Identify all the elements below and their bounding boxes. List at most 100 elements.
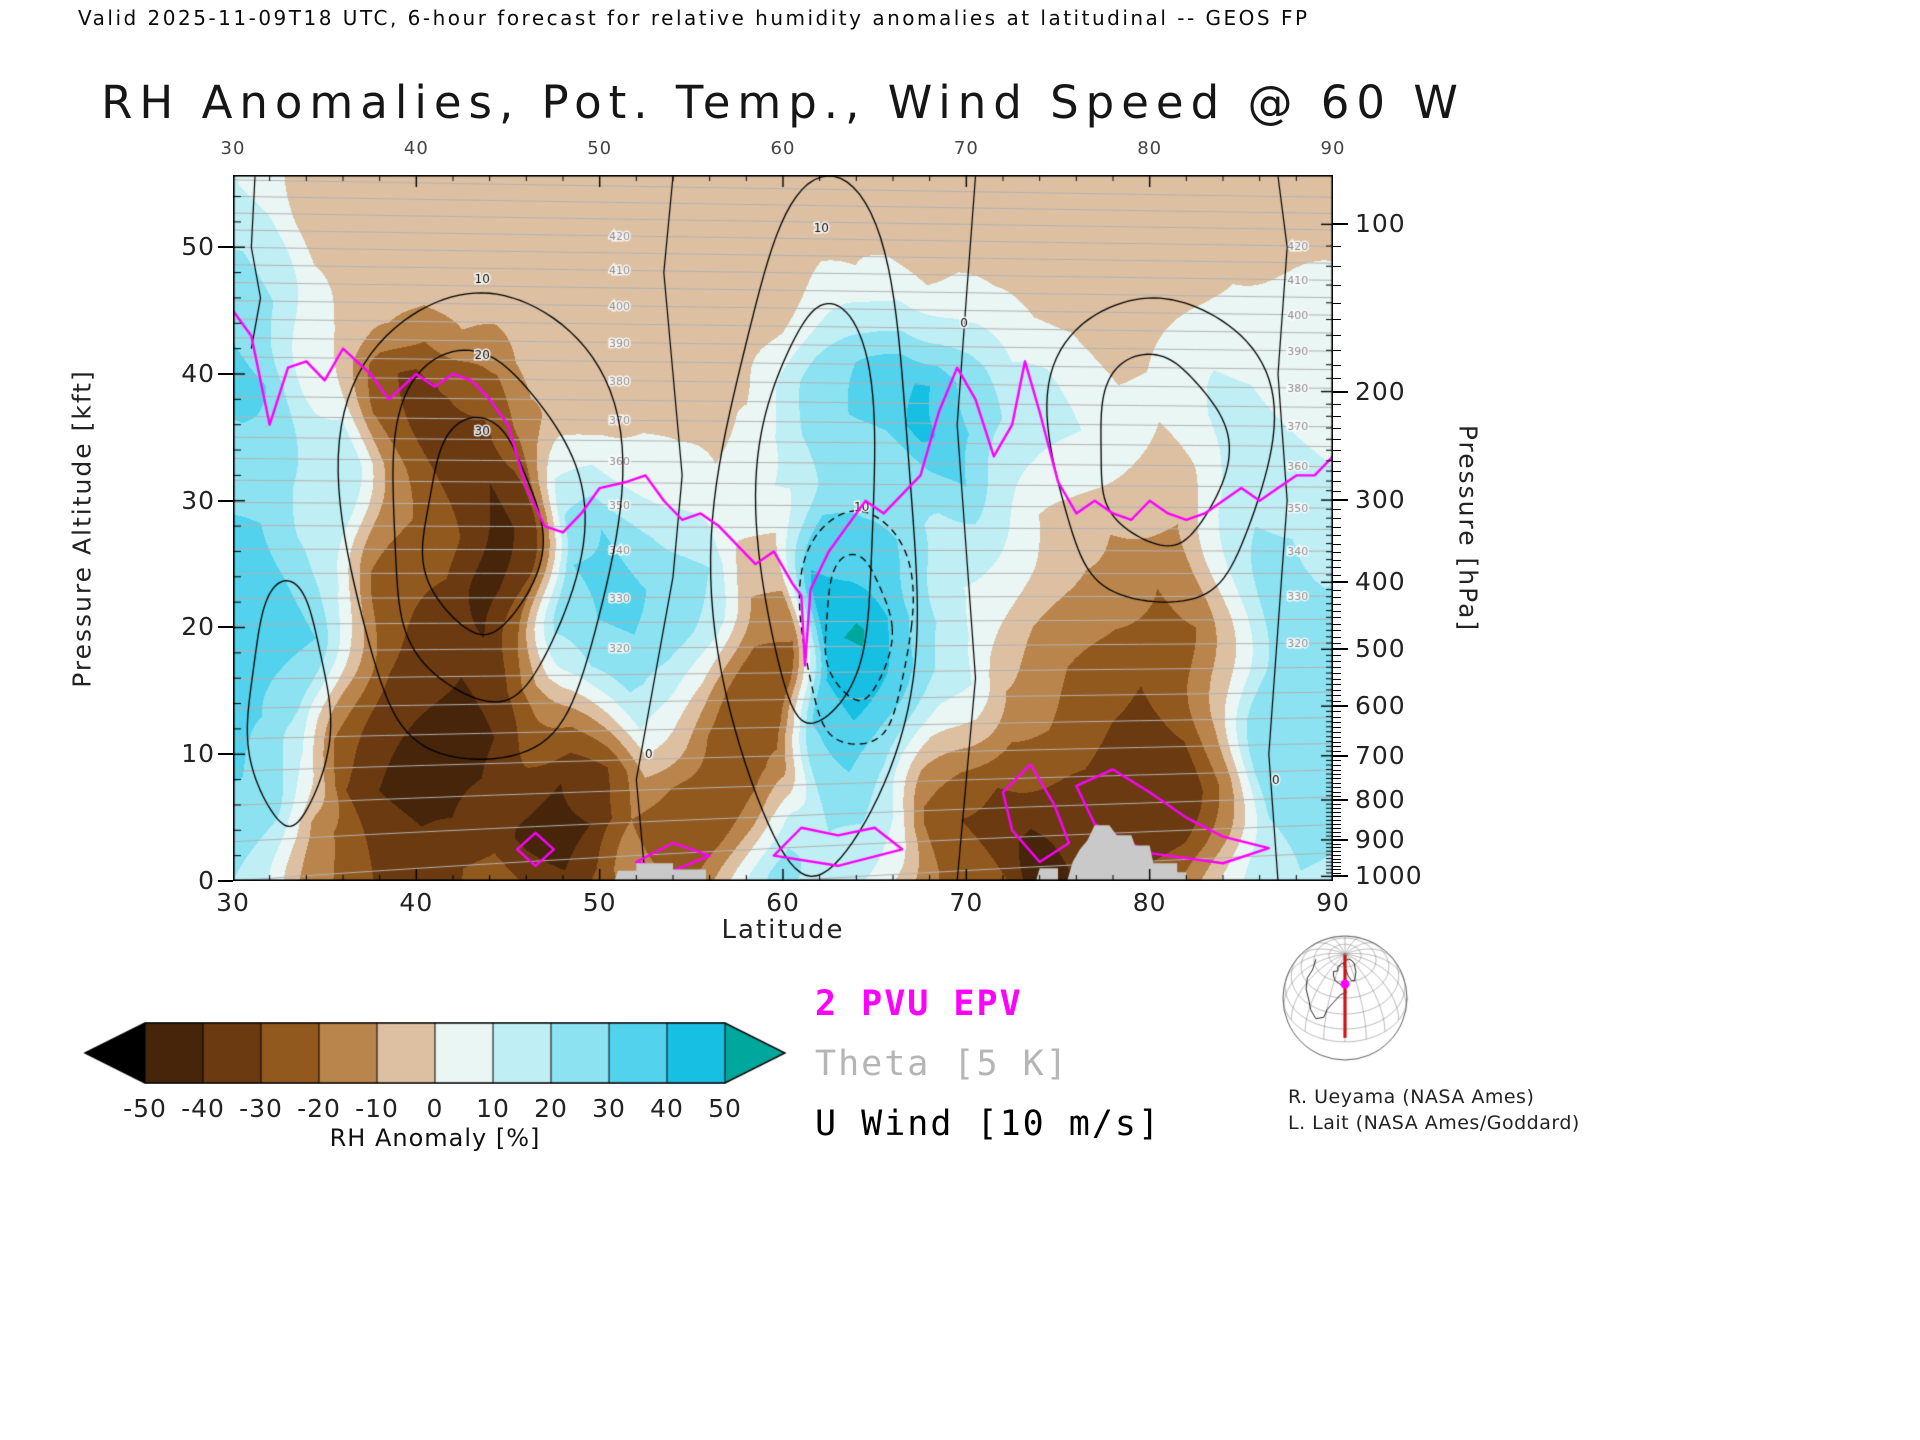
axis-tick xyxy=(1333,623,1341,625)
axis-tick xyxy=(1333,285,1341,287)
x-tick-label-bottom: 30 xyxy=(216,888,250,917)
axis-tick xyxy=(1333,643,1341,645)
colorbar-tick-label: 20 xyxy=(534,1094,568,1123)
colorbar-tick-label: -50 xyxy=(123,1094,167,1123)
axis-tick xyxy=(1333,689,1341,691)
axis-tick xyxy=(1333,460,1341,462)
axis-tick xyxy=(1333,223,1348,226)
axis-tick xyxy=(1333,509,1341,511)
axis-tick xyxy=(1333,695,1341,697)
axis-tick xyxy=(1333,711,1341,713)
axis-tick xyxy=(1333,678,1341,680)
axis-tick xyxy=(1333,869,1341,871)
y-left-tick-label: 20 xyxy=(181,612,215,642)
colorbar-title: RH Anomaly [%] xyxy=(329,1124,541,1152)
credit-line-1: R. Ueyama (NASA Ames) xyxy=(1288,1086,1535,1108)
x-tick-label-top: 30 xyxy=(220,138,246,159)
axis-tick xyxy=(1333,526,1341,528)
pressure-tick-label: 300 xyxy=(1355,485,1406,515)
y-left-tick-label: 0 xyxy=(198,866,215,895)
axis-tick xyxy=(1333,673,1341,675)
colorbar-tick-label: 40 xyxy=(650,1094,684,1123)
axis-tick xyxy=(1333,736,1341,738)
colorbar-tick-label: -30 xyxy=(239,1094,283,1123)
colorbar-tick-label: 30 xyxy=(592,1094,626,1123)
axis-tick xyxy=(218,626,233,629)
axis-tick xyxy=(1333,705,1348,708)
axis-tick xyxy=(1333,246,1341,248)
pressure-tick-label: 600 xyxy=(1355,691,1406,721)
axis-tick xyxy=(1333,302,1341,304)
axis-tick xyxy=(1333,854,1341,856)
axis-tick xyxy=(1333,551,1341,553)
axis-tick xyxy=(1333,804,1341,806)
colorbar xyxy=(80,1022,790,1084)
axis-tick xyxy=(218,246,233,249)
axis-tick xyxy=(1333,700,1341,702)
axis-tick xyxy=(1333,782,1341,784)
axis-tick xyxy=(1333,648,1348,651)
axis-tick xyxy=(1333,812,1341,814)
axis-tick xyxy=(1333,836,1341,838)
axis-tick xyxy=(1333,610,1341,612)
axis-tick xyxy=(1333,769,1341,771)
location-inset-map xyxy=(1240,928,1450,1068)
x-tick-label-bottom: 80 xyxy=(1132,888,1167,917)
axis-tick xyxy=(1333,617,1341,619)
axis-tick xyxy=(218,753,233,756)
axis-tick xyxy=(1333,428,1341,430)
y-axis-left-title: Pressure Altitude [kft] xyxy=(67,369,97,688)
pressure-tick-label: 800 xyxy=(1355,784,1406,814)
axis-tick xyxy=(1333,667,1341,669)
colorbar-tick-label: -40 xyxy=(181,1094,225,1123)
legend-uwind: U Wind [10 m/s] xyxy=(815,1104,1162,1144)
axis-tick xyxy=(1333,630,1341,632)
axis-tick xyxy=(1333,335,1341,337)
axis-tick xyxy=(1333,721,1341,723)
axis-tick xyxy=(1333,490,1341,492)
colorbar-tick-label: 50 xyxy=(708,1094,742,1123)
axis-tick xyxy=(1333,798,1348,801)
x-axis-title: Latitude xyxy=(721,915,845,945)
axis-tick xyxy=(1333,416,1341,418)
valid-time-header: Valid 2025-11-09T18 UTC, 6-hour forecast… xyxy=(78,6,1310,30)
x-tick-label-bottom: 90 xyxy=(1316,888,1350,917)
axis-tick xyxy=(1333,603,1341,605)
axis-tick xyxy=(218,499,233,502)
x-tick-label-bottom: 40 xyxy=(399,888,434,917)
axis-tick xyxy=(1333,567,1341,569)
x-tick-label-top: 80 xyxy=(1137,138,1163,159)
axis-tick xyxy=(1333,795,1341,797)
colorbar-tick-label: -20 xyxy=(297,1094,341,1123)
y-left-tick-label: 40 xyxy=(181,358,215,388)
pressure-tick-label: 500 xyxy=(1355,634,1406,664)
axis-tick xyxy=(1333,319,1341,321)
axis-tick xyxy=(1333,787,1341,789)
axis-tick xyxy=(1333,751,1341,753)
legend-epv: 2 PVU EPV xyxy=(815,984,1023,1024)
y-left-tick-label: 30 xyxy=(181,485,215,515)
axis-tick xyxy=(1333,843,1341,845)
axis-tick xyxy=(1333,499,1348,502)
axis-tick xyxy=(1333,581,1348,584)
axis-tick xyxy=(1333,851,1341,853)
y-axis-right-title: Pressure [hPa] xyxy=(1453,424,1483,633)
axis-tick xyxy=(1333,760,1341,762)
axis-tick xyxy=(1333,574,1341,576)
axis-tick xyxy=(1333,832,1341,834)
axis-tick xyxy=(1333,559,1341,561)
x-tick-label-top: 70 xyxy=(953,138,979,159)
colorbar-tick-label: 10 xyxy=(476,1094,510,1123)
axis-tick xyxy=(1333,778,1341,780)
pressure-tick-label: 200 xyxy=(1355,376,1406,406)
axis-tick xyxy=(1333,820,1341,822)
axis-tick xyxy=(1333,858,1341,860)
pressure-tick-label: 100 xyxy=(1355,209,1406,239)
axis-tick xyxy=(1333,838,1348,841)
axis-tick xyxy=(1333,828,1341,830)
axis-tick xyxy=(1333,875,1348,878)
colorbar-tick-label: -10 xyxy=(355,1094,399,1123)
axis-tick xyxy=(1333,824,1341,826)
legend-theta: Theta [5 K] xyxy=(815,1044,1069,1084)
axis-tick xyxy=(1333,865,1341,867)
